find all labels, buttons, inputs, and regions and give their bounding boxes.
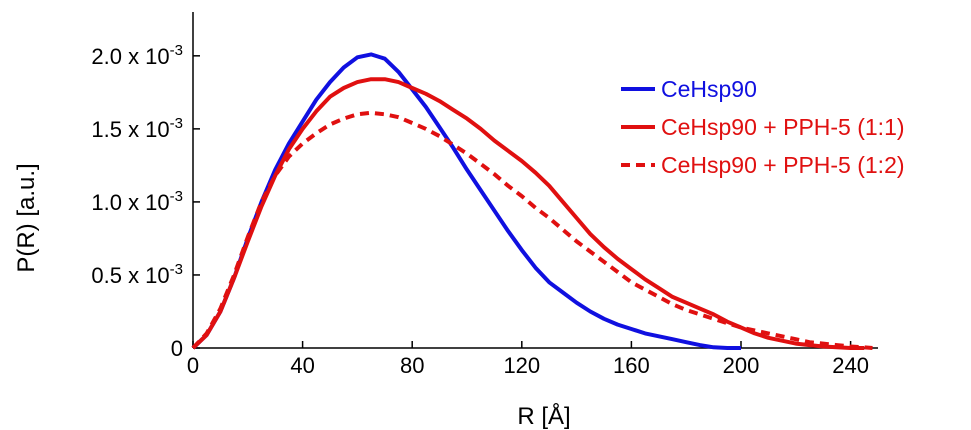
legend-label-3: CeHsp90 + PPH-5 (1:2) bbox=[661, 152, 905, 178]
x-axis-title: R [Å] bbox=[517, 402, 570, 430]
x-tick-label: 240 bbox=[832, 353, 869, 378]
axes-layer: 0 40 80 120 160 200 240 0 0.5 x 10-3 1.0 x 10-3 1.… bbox=[91, 12, 878, 378]
y-tick-label: 0 bbox=[171, 336, 183, 361]
y-tick-label: 1.5 x 10-3 bbox=[91, 115, 183, 142]
series-line-3 bbox=[191, 110, 873, 350]
x-tick-label: 80 bbox=[400, 353, 424, 378]
x-tick-label: 0 bbox=[187, 353, 199, 378]
series-layer bbox=[191, 52, 873, 350]
x-tick-label: 120 bbox=[503, 353, 540, 378]
x-tick-label: 160 bbox=[613, 353, 650, 378]
series-line-1 bbox=[191, 52, 741, 350]
legend-label-1: CeHsp90 bbox=[661, 76, 757, 102]
y-tick-label: 1.0 x 10-3 bbox=[91, 188, 183, 215]
y-tick-label: 2.0 x 10-3 bbox=[91, 42, 183, 69]
x-tick-label: 200 bbox=[723, 353, 760, 378]
legend: CeHsp90 CeHsp90 + PPH-5 (1:1) CeHsp90 + PP… bbox=[621, 76, 905, 178]
x-tick-label: 40 bbox=[290, 353, 314, 378]
y-tick-label: 0.5 x 10-3 bbox=[91, 261, 183, 288]
y-axis-title: P(R) [a.u.] bbox=[13, 163, 40, 272]
series-line-2 bbox=[191, 77, 865, 350]
legend-label-2: CeHsp90 + PPH-5 (1:1) bbox=[661, 114, 905, 140]
